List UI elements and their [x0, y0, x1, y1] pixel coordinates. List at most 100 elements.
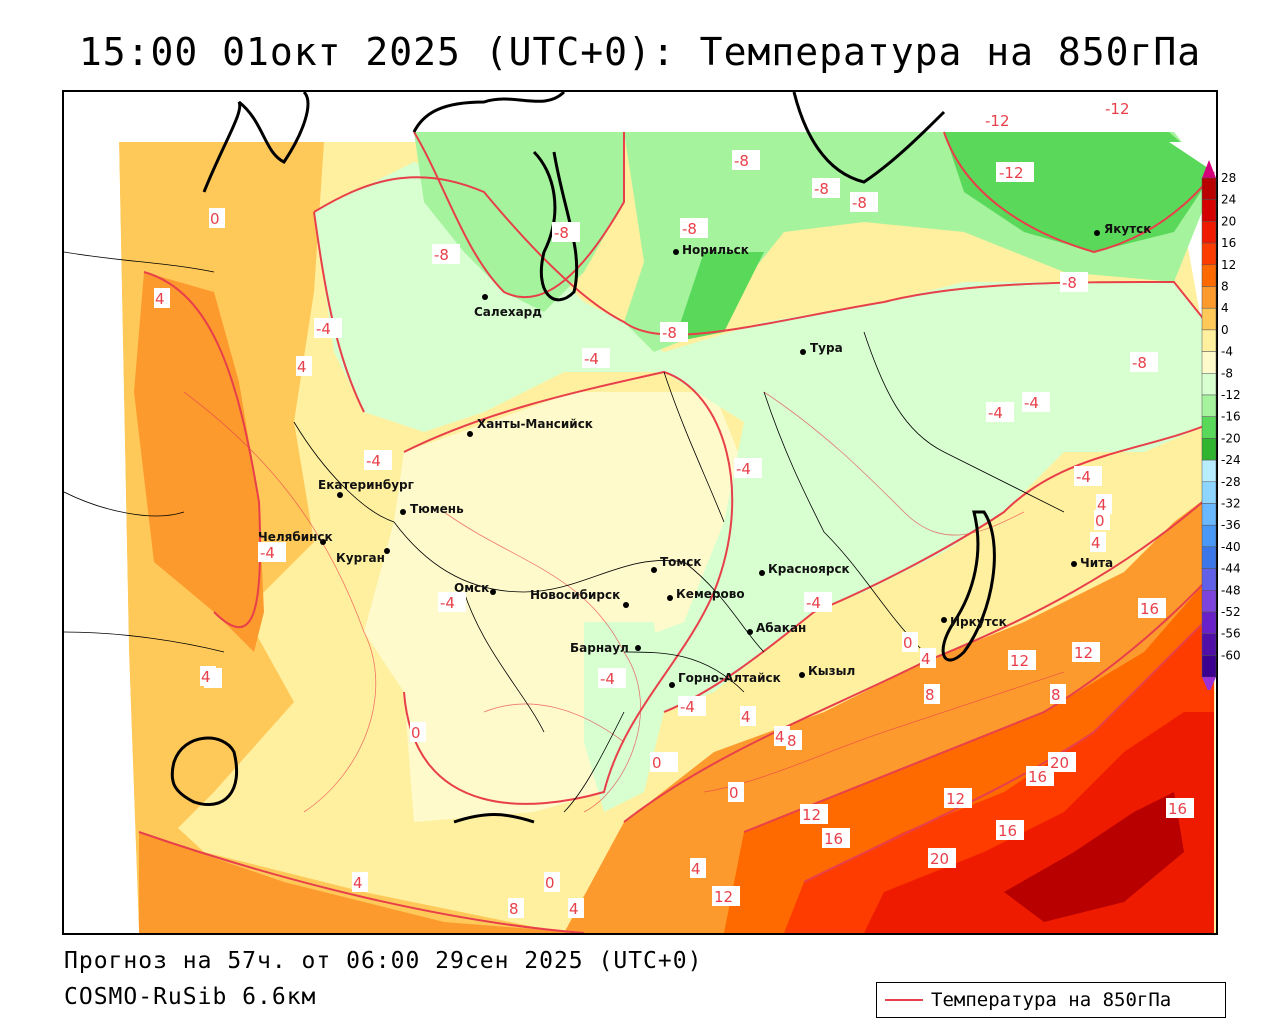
colorbar-tick-label: -20 [1221, 431, 1241, 445]
svg-text:0: 0 [411, 724, 421, 742]
colorbar-bottom-arrow [1202, 677, 1216, 694]
colorbar-swatch [1201, 633, 1217, 656]
svg-text:-12: -12 [985, 112, 1010, 130]
colorbar-tick-label: 12 [1221, 258, 1236, 272]
svg-text:-4: -4 [584, 350, 599, 368]
svg-text:16: 16 [1028, 768, 1047, 786]
city-tomsk: Томск [651, 555, 702, 573]
svg-text:-4: -4 [806, 594, 821, 612]
city-gorno-altaysk: Горно-Алтайск [669, 671, 781, 688]
contour-label: -4 [364, 450, 392, 470]
svg-text:4: 4 [741, 708, 751, 726]
svg-text:4: 4 [155, 290, 165, 308]
svg-text:-12: -12 [1105, 100, 1130, 118]
city-novosibirsk: Новосибирск [530, 588, 629, 608]
city-tyumen: Тюмень [400, 502, 464, 516]
svg-text:4: 4 [775, 728, 785, 746]
contour-label: 0 [1094, 510, 1110, 530]
coastlines [170, 92, 996, 824]
city-kemerovo: Кемерово [667, 587, 745, 601]
svg-text:-4: -4 [1076, 468, 1091, 486]
svg-text:4: 4 [1097, 496, 1107, 514]
contour-label: 12 [944, 788, 972, 808]
svg-text:Абакан: Абакан [756, 621, 806, 635]
svg-text:-8: -8 [662, 324, 677, 342]
city-yekaterinburg: Екатеринбург [318, 478, 414, 498]
legend: Температура на 850гПа [876, 982, 1226, 1018]
contour-label: 4 [154, 288, 170, 308]
colorbar-swatch [1201, 546, 1217, 569]
city-khanty-mansiysk: Ханты-Мансийск [467, 417, 593, 437]
colorbar-tick-label: -60 [1221, 648, 1241, 662]
svg-text:Тура: Тура [810, 341, 843, 355]
colorbar-tick-label: -12 [1221, 388, 1241, 402]
contour-label: 0 [410, 722, 426, 742]
svg-text:4: 4 [1091, 534, 1101, 552]
svg-text:Новосибирск: Новосибирск [530, 588, 620, 602]
svg-text:Чита: Чита [1080, 556, 1113, 570]
svg-text:-4: -4 [440, 594, 455, 612]
svg-text:12: 12 [946, 790, 965, 808]
contour-label: 0 [650, 752, 678, 772]
contour-label: -4 [1074, 466, 1102, 486]
svg-text:-8: -8 [1062, 274, 1077, 292]
colorbar-swatch [1201, 481, 1217, 504]
colorbar-swatch [1201, 503, 1217, 526]
contour-label: -8 [680, 218, 708, 238]
colorbar-swatch [1201, 307, 1217, 331]
svg-text:-4: -4 [680, 698, 695, 716]
city-abakan: Абакан [747, 621, 806, 635]
colorbar-tick-label: 4 [1221, 301, 1229, 315]
contour-label: 0 [209, 208, 225, 228]
contour-label: -8 [1130, 352, 1158, 372]
colorbar-tick-label: -52 [1221, 605, 1241, 619]
colorbar-swatch [1201, 394, 1217, 417]
svg-text:Омск: Омск [454, 581, 489, 595]
contour-label: -4 [438, 592, 466, 612]
svg-text:8: 8 [925, 686, 935, 704]
colorbar-swatch [1201, 590, 1217, 613]
svg-text:Барнаул: Барнаул [570, 641, 629, 655]
contour-label: 16 [1138, 598, 1166, 618]
contour-label: 20 [1048, 752, 1076, 772]
model-name: COSMO-RuSib 6.6км [64, 984, 317, 1010]
contour-label: 0 [902, 632, 918, 652]
contour-label: 4 [740, 706, 756, 726]
svg-text:Иркутск: Иркутск [950, 615, 1007, 629]
svg-text:0: 0 [729, 784, 739, 802]
city-markers: Якутск Норильск Салехард Тура Ханты-Манс… [258, 222, 1151, 688]
contour-label: 16 [822, 828, 850, 848]
colorbar-tick-label: 0 [1221, 323, 1229, 337]
contour-labels: -12 -12 -12 -8 -8 -8 -8 -8 -8 -8 -8 -8 0… [154, 98, 1194, 918]
contour-label: -4 [986, 402, 1014, 422]
svg-text:-4: -4 [316, 320, 331, 338]
contour-label: -4 [804, 592, 832, 612]
city-irkutsk: Иркутск [941, 615, 1007, 629]
contour-label: -8 [812, 178, 840, 198]
svg-text:-8: -8 [1132, 354, 1147, 372]
contour-label: 12 [712, 886, 740, 906]
svg-text:16: 16 [824, 830, 843, 848]
admin-borders [64, 251, 1065, 813]
temperature-fill [64, 92, 1216, 933]
contour-label: 16 [1026, 766, 1054, 786]
svg-text:Якутск: Якутск [1104, 222, 1151, 236]
svg-text:Кемерово: Кемерово [676, 587, 745, 601]
contour-label: -4 [598, 668, 626, 688]
svg-text:Тюмень: Тюмень [410, 502, 464, 516]
svg-text:-8: -8 [434, 246, 449, 264]
svg-text:20: 20 [1050, 754, 1069, 772]
svg-text:4: 4 [353, 874, 363, 892]
colorbar-svg: 28 24 20 16 12 8 4 0 -4 -8 -12 -16 -20 -24 -28 -32 -36 -4… [1201, 160, 1241, 694]
contour-label: 8 [786, 730, 802, 750]
contour-label: 8 [924, 684, 940, 704]
contour-label: 4 [690, 858, 706, 878]
svg-text:8: 8 [1051, 686, 1061, 704]
svg-text:16: 16 [1168, 800, 1187, 818]
contour-label: 16 [996, 820, 1024, 840]
colorbar-swatch [1201, 416, 1217, 439]
colorbar-tick-label: 28 [1221, 171, 1236, 185]
colorbar-swatch [1201, 568, 1217, 591]
city-tura: Тура [800, 341, 843, 355]
colorbar-swatch [1201, 329, 1217, 352]
